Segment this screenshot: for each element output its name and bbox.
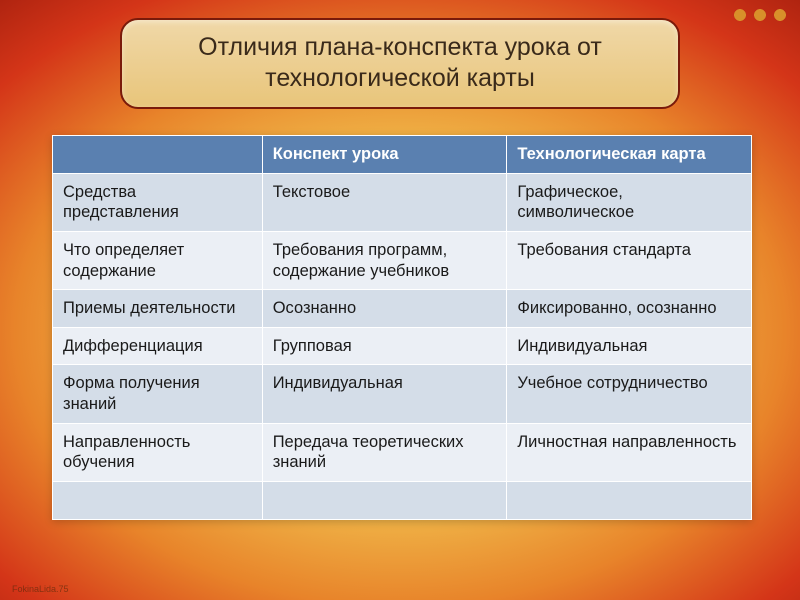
table-header-row: Конспект урока Технологическая карта bbox=[53, 136, 752, 174]
row-col3: Графическое, символическое bbox=[507, 173, 752, 231]
row-col3: Учебное сотрудничество bbox=[507, 365, 752, 423]
row-label: Направленность обучения bbox=[53, 423, 263, 481]
row-col2: Групповая bbox=[262, 327, 507, 365]
slide-content: Отличия плана-конспекта урока от техноло… bbox=[0, 0, 800, 600]
table-row: Форма получения знаний Индивидуальная Уч… bbox=[53, 365, 752, 423]
comparison-table: Конспект урока Технологическая карта Сре… bbox=[52, 135, 752, 520]
table-row: Дифференциация Групповая Индивидуальная bbox=[53, 327, 752, 365]
row-col3: Требования стандарта bbox=[507, 231, 752, 289]
row-col2: Индивидуальная bbox=[262, 365, 507, 423]
row-label: Что определяет содержание bbox=[53, 231, 263, 289]
row-label bbox=[53, 481, 263, 519]
row-col2: Передача теоретических знаний bbox=[262, 423, 507, 481]
row-col2: Требования программ, содержание учебнико… bbox=[262, 231, 507, 289]
header-konspekt: Конспект урока bbox=[262, 136, 507, 174]
footer-credit: FokinaLida.75 bbox=[12, 584, 69, 594]
table-row: Направленность обучения Передача теорети… bbox=[53, 423, 752, 481]
row-label: Приемы деятельности bbox=[53, 290, 263, 328]
row-label: Дифференциация bbox=[53, 327, 263, 365]
table-row: Средства представления Текстовое Графиче… bbox=[53, 173, 752, 231]
row-col3: Личностная направленность bbox=[507, 423, 752, 481]
table-body: Средства представления Текстовое Графиче… bbox=[53, 173, 752, 519]
header-techkarta: Технологическая карта bbox=[507, 136, 752, 174]
header-empty bbox=[53, 136, 263, 174]
row-label: Средства представления bbox=[53, 173, 263, 231]
row-col3: Фиксированно, осознанно bbox=[507, 290, 752, 328]
row-col2: Текстовое bbox=[262, 173, 507, 231]
table-row bbox=[53, 481, 752, 519]
comparison-table-container: Конспект урока Технологическая карта Сре… bbox=[52, 135, 752, 520]
row-col2 bbox=[262, 481, 507, 519]
row-label: Форма получения знаний bbox=[53, 365, 263, 423]
table-row: Приемы деятельности Осознанно Фиксирован… bbox=[53, 290, 752, 328]
row-col3: Индивидуальная bbox=[507, 327, 752, 365]
row-col3 bbox=[507, 481, 752, 519]
slide-title: Отличия плана-конспекта урока от техноло… bbox=[120, 18, 680, 109]
row-col2: Осознанно bbox=[262, 290, 507, 328]
table-row: Что определяет содержание Требования про… bbox=[53, 231, 752, 289]
